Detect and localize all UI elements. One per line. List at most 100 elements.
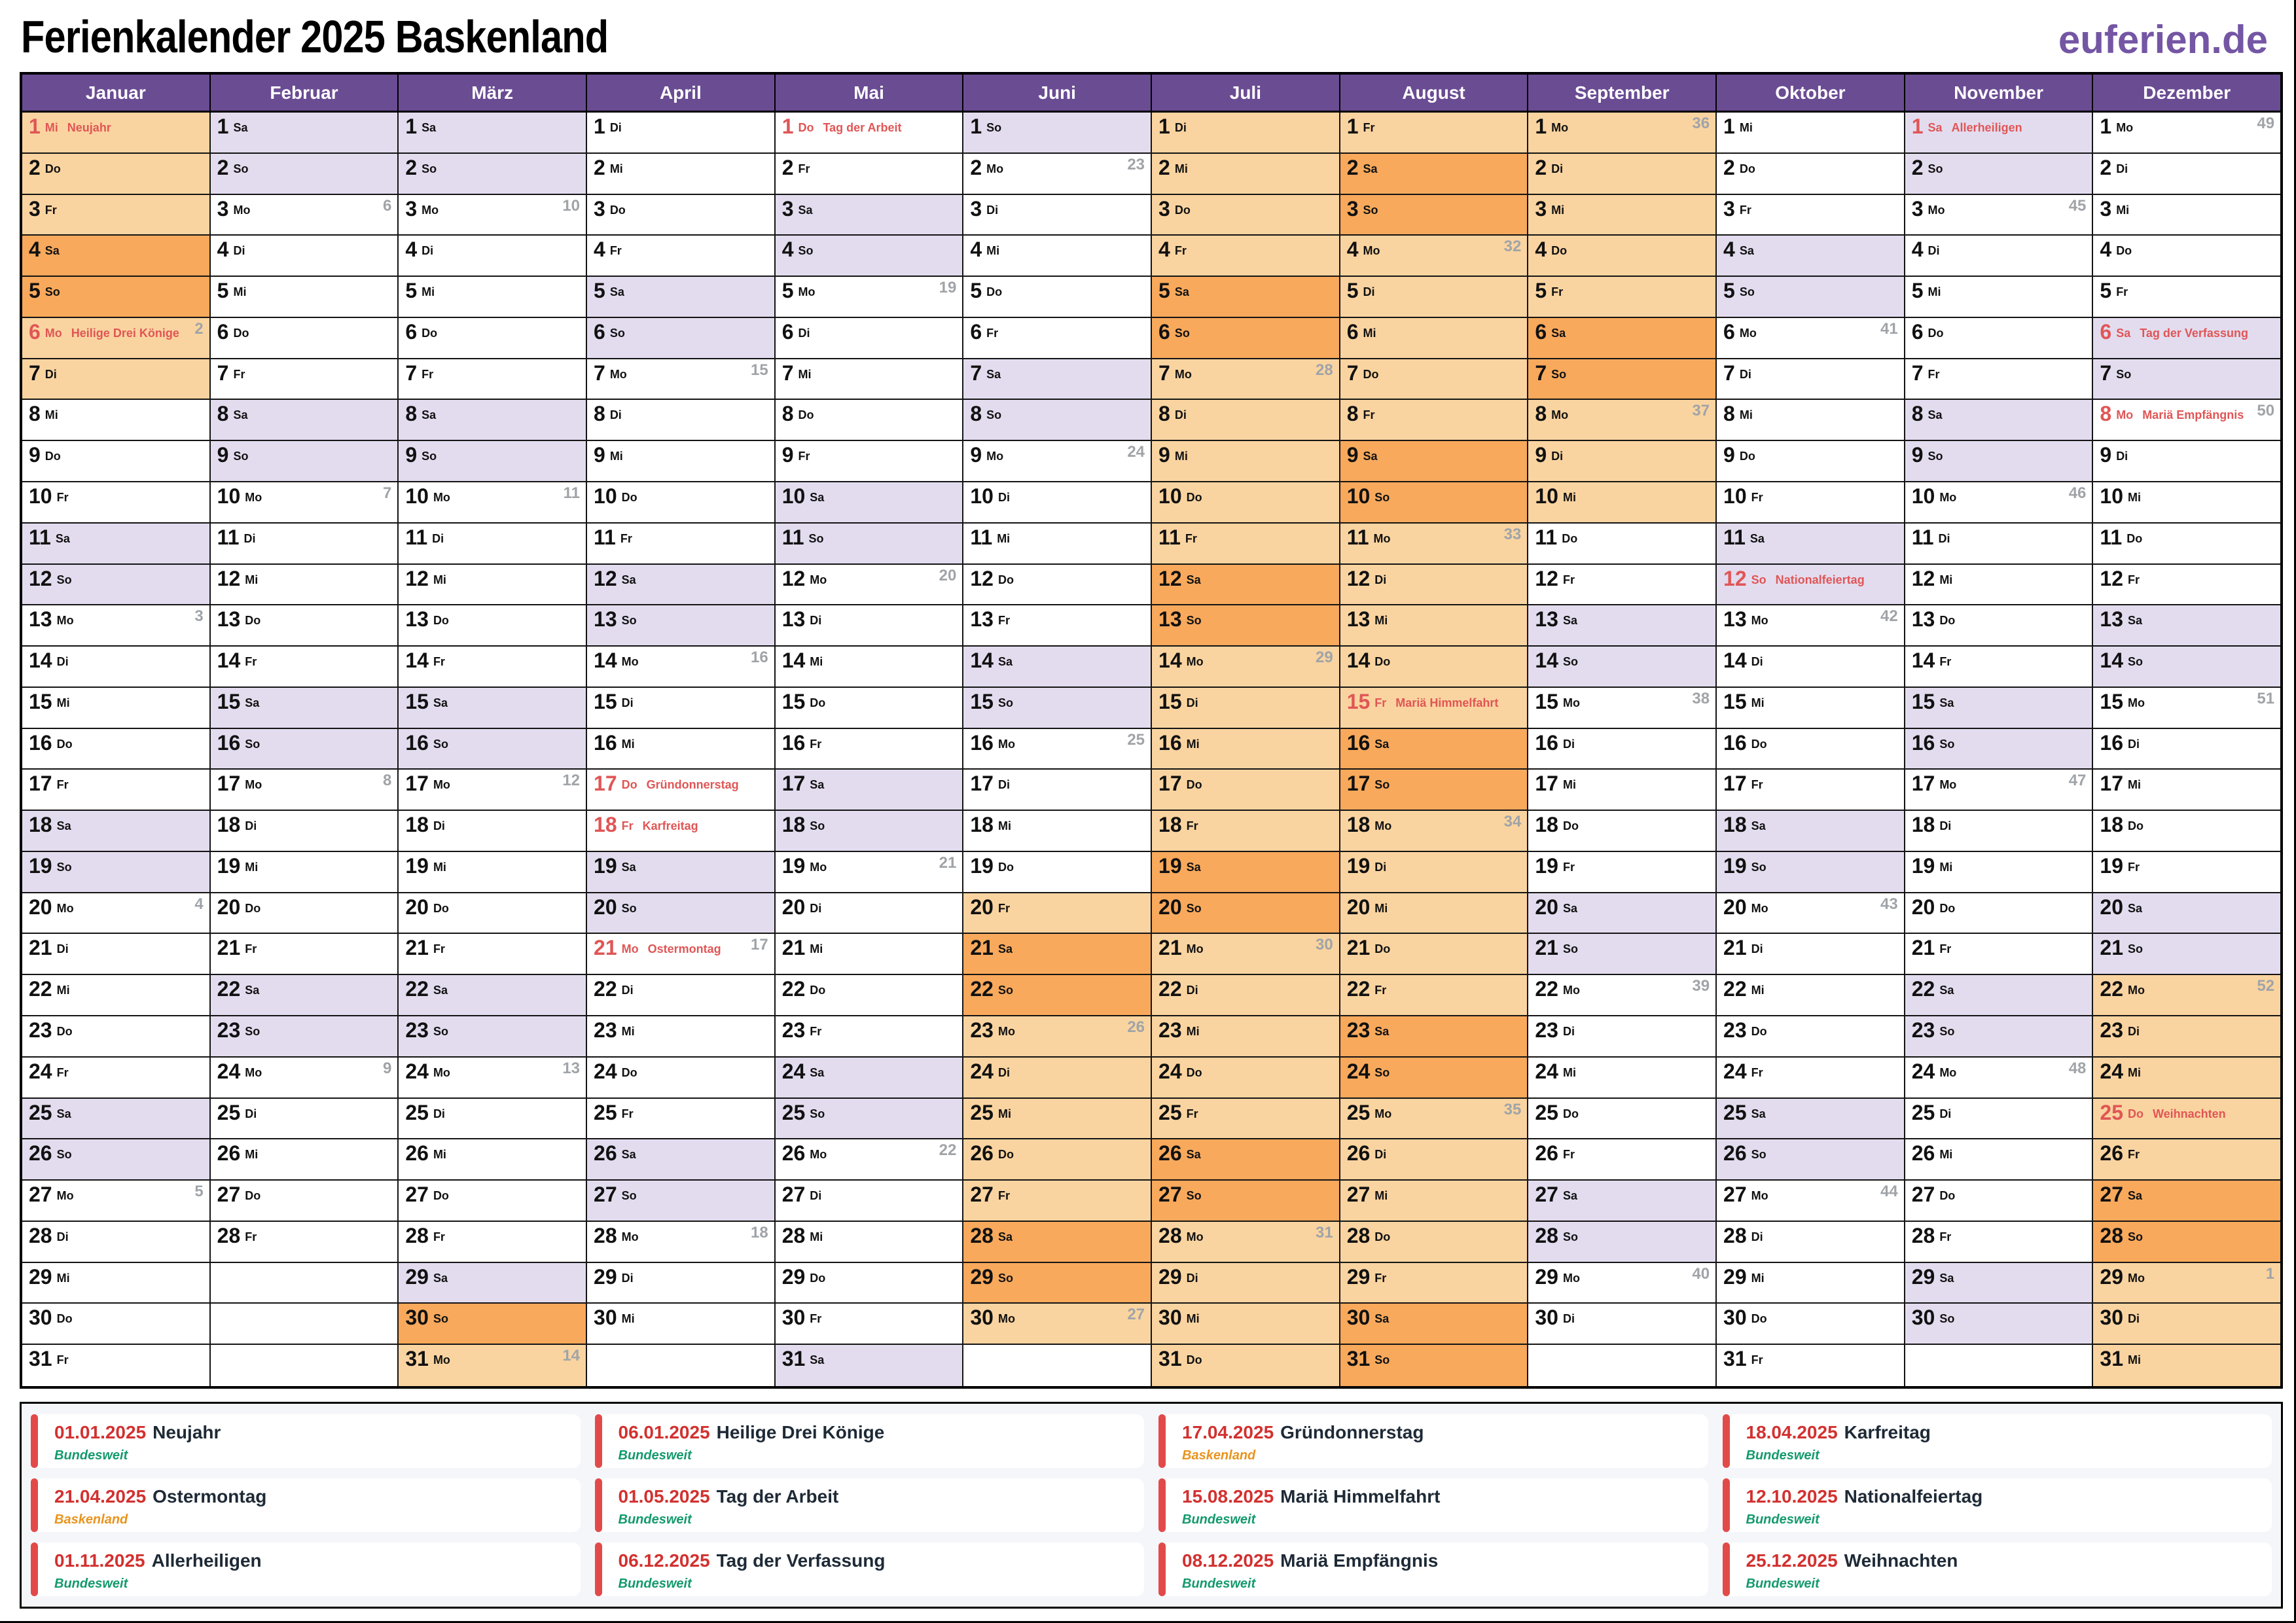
day-cell-content: 1 Sa [405,115,582,137]
day-number: 9 [2100,443,2112,467]
day-number: 22 [970,977,994,1001]
day-cell: 20 Do [210,893,398,935]
day-cell-content: 14 Mi [782,649,959,671]
day-cell: 28 Do [1340,1221,1528,1263]
day-cell: 5 Di [1340,277,1528,318]
day-cell-content: 15 So [970,690,1147,713]
day-number: 19 [594,853,617,878]
month-header: Januar [22,75,211,111]
day-cell: 19 Do [963,851,1151,893]
holiday-card-titleline: 01.05.2025 Tag der Arbeit [619,1486,1133,1507]
day-number: 1 [594,115,605,138]
weekday-abbr: Mo [2116,121,2134,134]
weekday-abbr: Mi [1186,1312,1200,1326]
day-cell-content: 12 So Nationalfeiertag [1723,567,1900,590]
day-cell-content: 30 So [405,1306,582,1329]
day-cell: 12 Mi [210,564,398,606]
day-cell-content: 29 So [970,1266,1147,1288]
holiday-label: Gründonnerstag [646,778,739,792]
weekday-abbr: So [1751,573,1767,586]
day-cell: 19 Fr [1528,851,1716,893]
day-cell: 7 Fr [210,359,398,401]
day-number: 7 [29,361,41,385]
weekday-abbr: Mi [1562,490,1576,504]
day-cell-content: 30 Mi [594,1306,770,1329]
week-number: 17 [750,936,768,954]
weekday-abbr: Di [1551,162,1564,175]
day-cell-content: 31 Sa [782,1347,959,1370]
day-cell: 23 Do [1717,1016,1904,1058]
day-cell: 22 Mi [1717,975,1904,1017]
day-cell: 12 Mi [399,564,586,606]
day-cell-content: 10 So [1347,485,1524,507]
weekday-abbr: Do [997,573,1014,586]
day-cell-content: 21 Fr [405,936,582,959]
day-cell-content: 7 Fr [217,362,394,384]
weekday-abbr: Sa [1363,450,1378,463]
week-number: 36 [1692,115,1710,132]
weekday-abbr: So [1374,490,1390,504]
weekday-abbr: Mo [810,573,827,586]
day-cell-content: 11 Fr [594,526,770,548]
day-cell: 4 So [775,236,963,277]
day-cell: 17 Mi [1528,770,1716,812]
weekday-abbr: Di [56,942,69,956]
day-number: 22 [1158,977,1182,1001]
week-number: 1 [2265,1264,2275,1283]
month-column: 1 Mi Neujahr 2 Do 3 Fr 4 Sa 5 So 6 Mo Heilige Drei Kö… [22,113,211,1386]
weekday-abbr: Mi [621,1025,635,1039]
day-cell-content: 14 Sa [970,649,1147,671]
day-cell-content: 28 Di [1723,1224,1900,1247]
weekday-abbr: Sa [1562,1189,1577,1203]
day-number: 9 [405,443,418,467]
day-cell-content: 2 Mo [970,156,1147,179]
weekday-abbr: Sa [45,244,60,258]
day-cell: 3 Fr [22,194,209,236]
day-number: 16 [594,730,617,755]
day-cell-content: 19 Mi [1912,855,2089,877]
day-cell-content: 23 So [217,1019,394,1041]
weekday-abbr: Mo [56,614,74,628]
day-number: 26 [2100,1141,2123,1166]
day-number: 28 [217,1223,241,1247]
weekday-abbr: Mo [2127,984,2145,997]
day-cell: 21 So [1528,934,1716,976]
day-cell: 12 Sa [1152,564,1339,606]
day-number: 26 [1535,1141,1558,1166]
day-cell: 30 Mo 27 [963,1304,1151,1346]
day-cell-content: 4 Mi [970,238,1147,260]
weekday-abbr: Mi [433,860,446,874]
day-number: 18 [1535,813,1558,837]
day-number: 1 [1158,115,1170,138]
day-cell: 10 Do [587,482,774,524]
site-logo[interactable]: euferien.de [2058,18,2268,62]
weekday-abbr: Fr [2127,1148,2140,1162]
day-cell: 31 Do [1152,1345,1339,1386]
day-number: 10 [1535,484,1558,508]
weekday-abbr: Mo [1562,696,1580,709]
day-cell: 20 Do [1905,893,2092,935]
holiday-label: Karfreitag [642,819,698,833]
day-cell: 23 Do [22,1016,209,1058]
day-number: 6 [2100,319,2112,344]
day-cell-content: 7 Fr [405,362,582,384]
day-cell-content: 13 Di [782,608,959,630]
day-cell-content: 15 Sa [217,690,394,713]
day-cell: 26 Sa [1152,1139,1339,1181]
day-cell-content: 4 Sa [29,238,206,260]
weekday-abbr: Di [798,326,810,340]
day-cell: 11 Di [1905,523,2092,565]
day-cell: 7 Fr [399,359,586,401]
day-cell-content: 20 So [594,896,770,918]
day-cell: 27 So [1152,1181,1339,1222]
day-cell: 14 Di [22,647,209,688]
day-cell-content: 22 Di [1158,978,1335,1000]
day-cell-content: 27 So [1158,1183,1335,1205]
day-cell: 2 Di [1528,153,1716,195]
weekday-abbr: Sa [245,984,260,997]
day-cell: 10 Do [1152,482,1339,524]
day-cell-content: 5 Mi [405,279,582,302]
weekday-abbr: So [810,1107,825,1120]
day-cell-content: 27 Do [217,1183,394,1205]
day-number: 13 [1158,607,1182,632]
